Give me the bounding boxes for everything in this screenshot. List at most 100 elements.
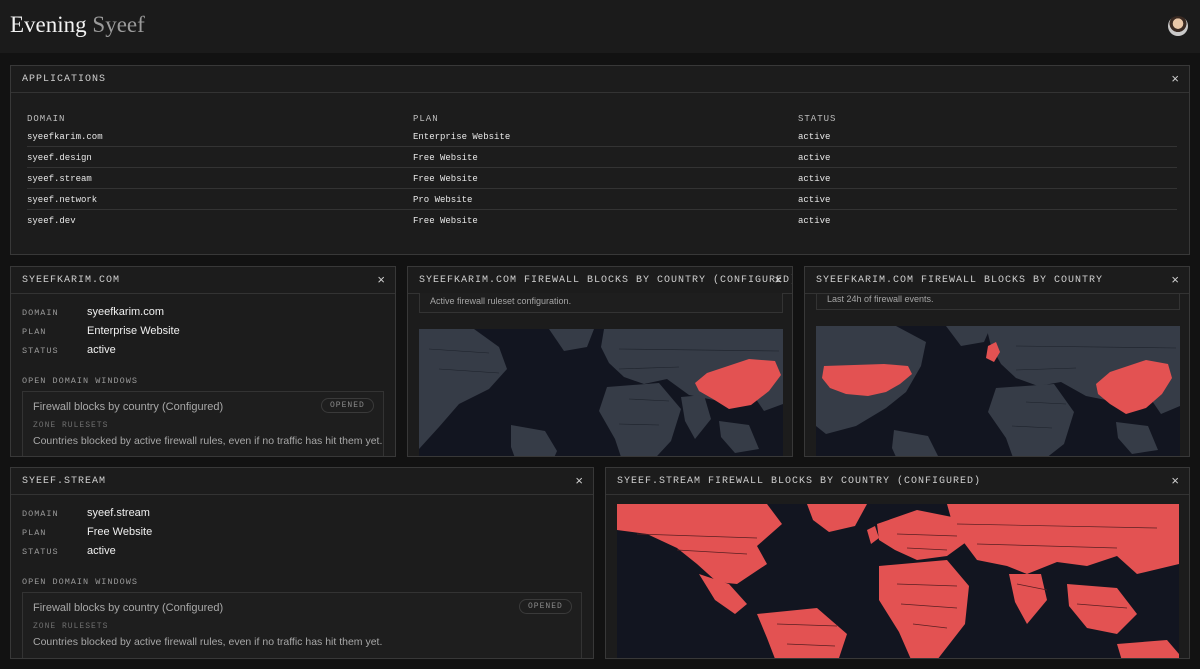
map-title: SYEEFKARIM.COM FIREWALL BLOCKS BY COUNTR… [419, 275, 793, 286]
southeast-asia-land [719, 421, 759, 453]
row-domain[interactable]: syeef.design [27, 153, 92, 163]
plan-label: PLAN [22, 528, 47, 538]
map-title: SYEEFKARIM.COM FIREWALL BLOCKS BY COUNTR… [816, 275, 1104, 286]
map-note: Active firewall ruleset configuration. [419, 293, 783, 313]
applications-header: APPLICATIONS × [11, 66, 1189, 93]
blocked-region-asia [947, 504, 1179, 574]
world-map-svg [816, 326, 1180, 456]
map-note-text: Last 24h of firewall events. [827, 294, 934, 304]
map-header: SYEEFKARIM.COM FIREWALL BLOCKS BY COUNTR… [805, 267, 1189, 294]
south-america-land [511, 425, 557, 456]
domain-detail-header: SYEEFKARIM.COM × [11, 267, 395, 294]
table-row[interactable]: syeef.stream Free Website active [27, 168, 1177, 189]
row-status: active [798, 132, 831, 142]
blocked-country-china [695, 359, 781, 409]
plan-label: PLAN [22, 327, 47, 337]
row-domain[interactable]: syeef.network [27, 195, 98, 205]
row-plan: Free Website [413, 174, 478, 184]
open-window-subtitle: ZONE RULESETS [33, 622, 109, 631]
greeting-name: Syeef [92, 12, 145, 37]
greeting: Evening Syeef [10, 12, 145, 38]
status-label: STATUS [22, 346, 59, 356]
firewall-map-panel-events: SYEEFKARIM.COM FIREWALL BLOCKS BY COUNTR… [804, 266, 1190, 457]
row-domain[interactable]: syeef.stream [27, 174, 92, 184]
map-close-icon[interactable]: × [1171, 272, 1179, 287]
open-windows-label: OPEN DOMAIN WINDOWS [22, 376, 138, 386]
world-map-svg [617, 504, 1179, 658]
domain-detail-close-icon[interactable]: × [575, 473, 583, 488]
north-america-land [419, 329, 507, 449]
map-close-icon[interactable]: × [774, 272, 782, 287]
domain-label: DOMAIN [22, 308, 59, 318]
greenland-land [549, 329, 594, 351]
open-window-card[interactable]: Firewall blocks by country (Configured) … [22, 391, 384, 456]
domain-detail-title: SYEEF.STREAM [22, 476, 107, 487]
applications-table: DOMAIN PLAN STATUS syeefkarim.com Enterp… [27, 108, 1177, 231]
table-header-row: DOMAIN PLAN STATUS [27, 108, 1177, 126]
blocked-region-uk [867, 526, 879, 544]
blocked-country-united-states [822, 364, 912, 396]
open-window-subtitle: ZONE RULESETS [33, 421, 109, 430]
world-map-svg [419, 329, 783, 456]
open-windows-label: OPEN DOMAIN WINDOWS [22, 577, 138, 587]
row-plan: Enterprise Website [413, 132, 511, 142]
map-header: SYEEF.STREAM FIREWALL BLOCKS BY COUNTRY … [606, 468, 1189, 495]
greeting-word: Evening [10, 12, 87, 37]
africa-land [988, 384, 1074, 456]
india-land [681, 395, 711, 439]
open-window-description: Countries blocked by active firewall rul… [33, 435, 383, 447]
row-plan: Pro Website [413, 195, 473, 205]
blocked-region-australia [1117, 640, 1179, 658]
blocked-region-india [1009, 574, 1047, 624]
applications-title: APPLICATIONS [22, 74, 107, 85]
column-header-status[interactable]: STATUS [798, 114, 837, 124]
open-window-title: Firewall blocks by country (Configured) [33, 401, 224, 413]
map-header: SYEEFKARIM.COM FIREWALL BLOCKS BY COUNTR… [408, 267, 792, 294]
row-domain[interactable]: syeefkarim.com [27, 132, 103, 142]
row-domain[interactable]: syeef.dev [27, 216, 76, 226]
blocked-region-central-america [699, 574, 747, 614]
world-map[interactable] [816, 326, 1180, 456]
applications-panel: APPLICATIONS × DOMAIN PLAN STATUS syeefk… [10, 65, 1190, 255]
table-row[interactable]: syeefkarim.com Enterprise Website active [27, 126, 1177, 147]
domain-detail-close-icon[interactable]: × [377, 272, 385, 287]
table-row[interactable]: syeef.dev Free Website active [27, 210, 1177, 231]
map-close-icon[interactable]: × [1171, 473, 1179, 488]
applications-close-icon[interactable]: × [1171, 71, 1179, 86]
row-status: active [798, 153, 831, 163]
status-value: active [87, 545, 116, 557]
world-map[interactable] [617, 504, 1179, 658]
border-lines [428, 348, 780, 426]
blocked-region-greenland [807, 504, 867, 532]
opened-badge: OPENED [321, 398, 374, 413]
row-status: active [798, 174, 831, 184]
open-window-title: Firewall blocks by country (Configured) [33, 602, 224, 614]
top-bar: Evening Syeef [0, 0, 1200, 53]
map-title: SYEEF.STREAM FIREWALL BLOCKS BY COUNTRY … [617, 476, 982, 487]
blocked-country-china [1096, 360, 1172, 414]
blocked-region-north-america [617, 504, 782, 584]
africa-land [599, 383, 681, 456]
south-america-land [892, 430, 938, 456]
user-avatar[interactable] [1168, 16, 1188, 36]
domain-value: syeefkarim.com [87, 306, 165, 318]
plan-value: Free Website [87, 526, 153, 538]
row-plan: Free Website [413, 216, 478, 226]
plan-value: Enterprise Website [87, 325, 180, 337]
row-status: active [798, 216, 831, 226]
world-map[interactable] [419, 329, 783, 456]
opened-badge: OPENED [519, 599, 572, 614]
southeast-asia-land [1116, 422, 1158, 454]
firewall-map-panel-configured: SYEEFKARIM.COM FIREWALL BLOCKS BY COUNTR… [407, 266, 793, 457]
open-window-card[interactable]: Firewall blocks by country (Configured) … [22, 592, 582, 658]
column-header-plan[interactable]: PLAN [413, 114, 439, 124]
table-row[interactable]: syeef.network Pro Website active [27, 189, 1177, 210]
firewall-map-panel-stream: SYEEF.STREAM FIREWALL BLOCKS BY COUNTRY … [605, 467, 1190, 659]
table-row[interactable]: syeef.design Free Website active [27, 147, 1177, 168]
domain-value: syeef.stream [87, 507, 150, 519]
border-lines [1011, 345, 1177, 429]
border-lines [636, 523, 1158, 647]
column-header-domain[interactable]: DOMAIN [27, 114, 66, 124]
blocked-country-united-kingdom [986, 342, 1000, 362]
row-plan: Free Website [413, 153, 478, 163]
